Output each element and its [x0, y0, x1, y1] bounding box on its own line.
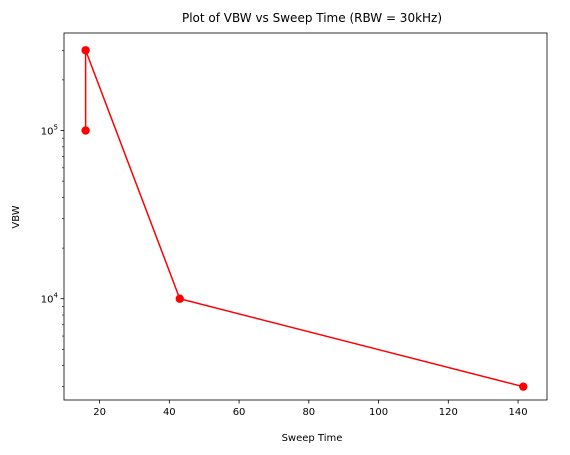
- y-tick-label: 105: [41, 124, 58, 138]
- y-tick-label: 104: [41, 292, 59, 306]
- y-axis: 104 105: [41, 49, 64, 387]
- series-line: [84, 50, 524, 388]
- x-axis-label: Sweep Time: [282, 433, 343, 444]
- x-tick-label: 20: [93, 407, 106, 418]
- plot-area: [63, 32, 548, 401]
- x-tick-label: 140: [509, 407, 528, 418]
- data-point: [81, 46, 90, 55]
- x-axis: 20 40 60 80 100 120 140: [93, 400, 528, 418]
- data-point: [81, 126, 90, 135]
- data-point: [175, 294, 184, 303]
- chart-title: Plot of VBW vs Sweep Time (RBW = 30kHz): [182, 11, 442, 25]
- series-layer: [81, 46, 528, 391]
- x-tick-label: 80: [302, 407, 315, 418]
- x-tick-label: 120: [439, 407, 458, 418]
- x-tick-label: 40: [163, 407, 176, 418]
- y-axis-label: VBW: [11, 205, 22, 228]
- x-tick-label: 100: [369, 407, 388, 418]
- data-point: [519, 382, 528, 391]
- x-tick-label: 60: [233, 407, 246, 418]
